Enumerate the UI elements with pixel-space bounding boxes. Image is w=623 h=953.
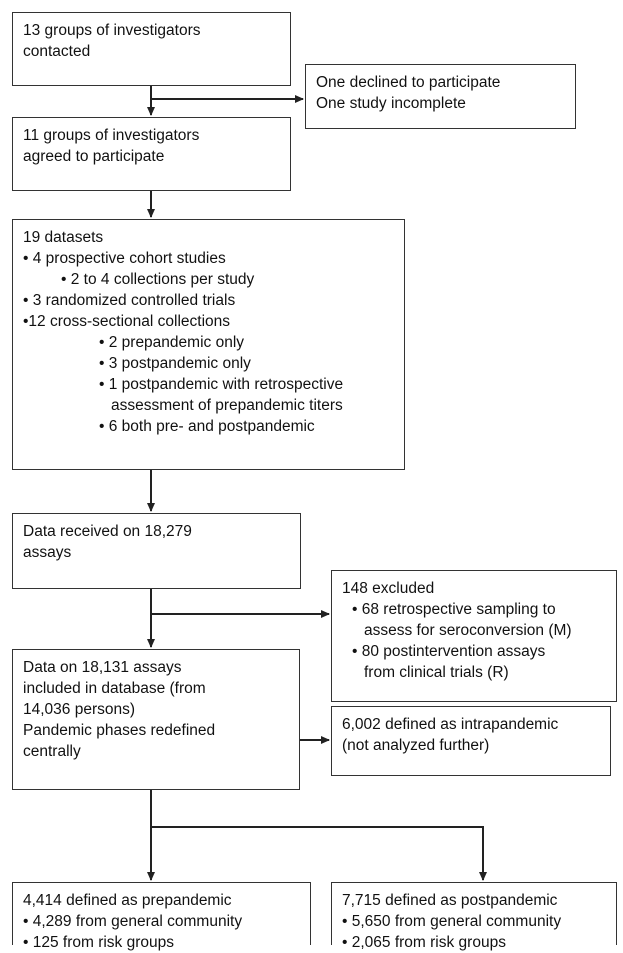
box-included: Data on 18,131 assays included in databa… bbox=[12, 649, 300, 790]
datasets-item-rct: • 3 randomized controlled trials bbox=[23, 292, 236, 309]
postpandemic-item-risk: • 2,065 from risk groups bbox=[342, 934, 506, 951]
datasets-item-cross-sectional: •12 cross-sectional collections bbox=[23, 313, 231, 330]
datasets-item-cohort: • 4 prospective cohort studies bbox=[23, 250, 226, 267]
agreed-line-2: agreed to participate bbox=[23, 148, 165, 165]
intrapandemic-line-2: (not analyzed further) bbox=[342, 737, 490, 754]
declined-line-2: One study incomplete bbox=[316, 95, 466, 112]
datasets-item-retrospective: • 1 postpandemic with retrospective bbox=[99, 376, 344, 393]
included-line-4: Pandemic phases redefined bbox=[23, 722, 216, 739]
box-contacted: 13 groups of investigators contacted bbox=[12, 12, 291, 86]
included-line-3: 14,036 persons) bbox=[23, 701, 136, 718]
contacted-line-1: 13 groups of investigators bbox=[23, 22, 201, 39]
prepandemic-item-community: • 4,289 from general community bbox=[23, 913, 243, 930]
box-datasets: 19 datasets • 4 prospective cohort studi… bbox=[12, 219, 405, 470]
excluded-item-retrospective-cont: assess for seroconversion (M) bbox=[364, 622, 572, 639]
box-intrapandemic: 6,002 defined as intrapandemic (not anal… bbox=[331, 706, 611, 776]
included-line-5: centrally bbox=[23, 743, 81, 760]
box-postpandemic: 7,715 defined as postpandemic • 5,650 fr… bbox=[331, 882, 617, 951]
box-agreed: 11 groups of investigators agreed to par… bbox=[12, 117, 291, 191]
postpandemic-title: 7,715 defined as postpandemic bbox=[342, 892, 558, 909]
prepandemic-item-risk: • 125 from risk groups bbox=[23, 934, 175, 951]
box-prepandemic: 4,414 defined as prepandemic • 4,289 fro… bbox=[12, 882, 311, 951]
excluded-item-postintervention-cont: from clinical trials (R) bbox=[364, 664, 509, 681]
datasets-item-prepandemic: • 2 prepandemic only bbox=[99, 334, 245, 351]
received-line-1: Data received on 18,279 bbox=[23, 523, 192, 540]
excluded-title: 148 excluded bbox=[342, 580, 435, 597]
box-excluded: 148 excluded • 68 retrospective sampling… bbox=[331, 570, 617, 702]
box-declined: One declined to participate One study in… bbox=[305, 64, 576, 129]
declined-line-1: One declined to participate bbox=[316, 74, 501, 91]
agreed-line-1: 11 groups of investigators bbox=[23, 127, 200, 144]
included-line-2: included in database (from bbox=[23, 680, 206, 697]
excluded-item-postintervention: • 80 postintervention assays bbox=[352, 643, 546, 660]
received-line-2: assays bbox=[23, 544, 72, 561]
datasets-item-both: • 6 both pre- and postpandemic bbox=[99, 418, 315, 435]
prepandemic-title: 4,414 defined as prepandemic bbox=[23, 892, 232, 909]
datasets-item-retrospective-cont: assessment of prepandemic titers bbox=[111, 397, 343, 414]
included-line-1: Data on 18,131 assays bbox=[23, 659, 182, 676]
box-received: Data received on 18,279 assays bbox=[12, 513, 301, 589]
intrapandemic-line-1: 6,002 defined as intrapandemic bbox=[342, 716, 559, 733]
postpandemic-item-community: • 5,650 from general community bbox=[342, 913, 562, 930]
excluded-item-retrospective: • 68 retrospective sampling to bbox=[352, 601, 556, 618]
datasets-title: 19 datasets bbox=[23, 229, 104, 246]
contacted-line-2: contacted bbox=[23, 43, 91, 60]
datasets-item-collections: • 2 to 4 collections per study bbox=[61, 271, 255, 288]
datasets-item-postpandemic: • 3 postpandemic only bbox=[99, 355, 251, 372]
connector-split-postpandemic bbox=[151, 826, 487, 881]
